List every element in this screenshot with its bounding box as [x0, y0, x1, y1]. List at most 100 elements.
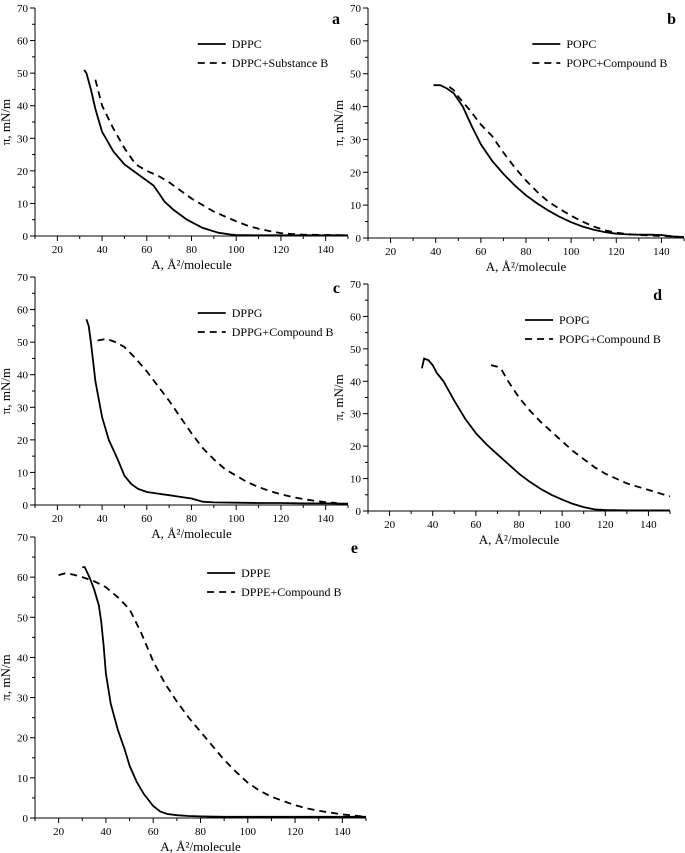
legend-label: DPPC — [232, 37, 262, 51]
y-tick-label: 40 — [17, 370, 29, 382]
series-line-1 — [421, 357, 670, 512]
x-tick-label: 40 — [97, 513, 109, 525]
panel-label: e — [351, 540, 358, 557]
x-tick-label: 20 — [53, 826, 65, 838]
y-axis-label: π, mN/m — [331, 100, 346, 146]
legend-label: DPPC+Substance B — [232, 56, 328, 70]
chart-panel-c: 20 40 60 80 100 120 140 0 10 20 30 40 50 60 70 A, Å²/mo… — [0, 272, 349, 541]
y-tick-label: 70 — [17, 272, 29, 284]
y-axis-label: π, mN/m — [0, 99, 13, 145]
y-tick-label: 60 — [17, 36, 29, 48]
x-axis-label: A, Å²/molecule — [160, 839, 241, 853]
x-tick-label: 100 — [228, 244, 245, 256]
x-tick-label: 20 — [52, 513, 64, 525]
y-tick-label: 10 — [350, 474, 362, 486]
x-tick-label: 80 — [186, 513, 198, 525]
panel-label: a — [332, 11, 340, 28]
x-tick-label: 140 — [317, 244, 334, 256]
chart-panel-b: 20 40 60 80 100 120 140 0 10 20 30 40 50 60 70 A, Å²/mo… — [331, 3, 685, 274]
x-tick-label: 60 — [141, 513, 153, 525]
series-line-2 — [490, 364, 671, 498]
x-axis-label: A, Å²/molecule — [479, 532, 560, 547]
x-tick-label: 100 — [554, 519, 571, 531]
legend-label: DPPG+Compound B — [232, 325, 334, 339]
y-tick-label: 10 — [17, 467, 29, 479]
x-tick-label: 40 — [97, 244, 109, 256]
y-tick-label: 10 — [350, 200, 362, 212]
chart-panel-d: 20 40 60 80 100 120 140 0 10 20 30 40 50 60 70 A, Å²/mo… — [331, 279, 671, 547]
legend-label: POPG+Compound B — [559, 332, 661, 346]
x-tick-label: 60 — [475, 246, 487, 258]
x-tick-label: 60 — [470, 519, 482, 531]
y-tick-label: 70 — [350, 279, 362, 291]
y-tick-label: 40 — [350, 376, 362, 388]
y-tick-label: 0 — [356, 506, 362, 518]
y-tick-label: 60 — [350, 36, 362, 48]
x-tick-label: 120 — [608, 246, 625, 258]
y-tick-label: 30 — [17, 133, 29, 145]
x-tick-label: 80 — [186, 244, 198, 256]
y-tick-label: 0 — [23, 231, 29, 243]
legend-label: POPC+Compound B — [566, 56, 667, 70]
x-axis-label: A, Å²/molecule — [151, 257, 232, 272]
y-tick-label: 40 — [17, 101, 29, 113]
x-axis-label: A, Å²/molecule — [151, 526, 232, 541]
series-line-1 — [82, 566, 366, 818]
legend-label: DPPE — [241, 566, 270, 580]
y-tick-label: 50 — [17, 337, 29, 349]
y-tick-label: 50 — [17, 68, 29, 80]
y-axis-label: π, mN/m — [0, 368, 13, 414]
series-line-2 — [97, 337, 337, 504]
chart-panel-e: 20 40 60 80 100 120 140 0 10 20 30 40 50 60 70 A, Å²/mo… — [0, 532, 367, 853]
y-tick-label: 0 — [356, 233, 362, 245]
y-tick-label: 30 — [17, 693, 29, 705]
y-tick-label: 70 — [350, 3, 362, 15]
y-tick-label: 60 — [350, 311, 362, 323]
series-line-2 — [448, 86, 685, 238]
panel-label: b — [667, 11, 676, 28]
x-tick-label: 60 — [148, 826, 160, 838]
y-tick-label: 50 — [17, 612, 29, 624]
panel-label: c — [333, 280, 340, 297]
y-tick-label: 70 — [17, 532, 29, 544]
x-tick-label: 120 — [597, 519, 614, 531]
series-line-1 — [83, 69, 348, 237]
y-tick-label: 0 — [23, 813, 29, 825]
y-tick-label: 50 — [350, 69, 362, 81]
x-tick-label: 20 — [385, 246, 397, 258]
y-axis-label: π, mN/m — [331, 374, 346, 420]
y-tick-label: 30 — [350, 409, 362, 421]
x-tick-label: 140 — [653, 246, 670, 258]
y-tick-label: 30 — [17, 402, 29, 414]
x-tick-label: 140 — [640, 519, 657, 531]
series-line-1 — [85, 319, 349, 505]
y-tick-label: 20 — [350, 441, 362, 453]
y-tick-label: 70 — [17, 3, 29, 15]
x-tick-label: 40 — [100, 826, 112, 838]
x-tick-label: 120 — [273, 513, 290, 525]
x-tick-label: 140 — [334, 826, 351, 838]
legend-label: DPPE+Compound B — [241, 585, 341, 599]
series-line-1 — [433, 84, 685, 239]
y-axis-label: π, mN/m — [0, 654, 13, 700]
legend-label: DPPG — [232, 306, 263, 320]
y-tick-label: 50 — [350, 344, 362, 356]
x-tick-label: 120 — [287, 826, 304, 838]
y-tick-label: 30 — [350, 134, 362, 146]
y-tick-label: 10 — [17, 773, 29, 785]
y-tick-label: 20 — [17, 435, 29, 447]
y-tick-label: 40 — [17, 652, 29, 664]
x-tick-label: 120 — [273, 244, 290, 256]
x-tick-label: 20 — [384, 519, 396, 531]
x-tick-label: 40 — [430, 246, 442, 258]
y-tick-label: 60 — [17, 305, 29, 317]
y-tick-label: 20 — [17, 166, 29, 178]
x-axis-label: A, Å²/molecule — [486, 259, 567, 274]
legend-label: POPG — [559, 313, 590, 327]
x-tick-label: 60 — [141, 244, 153, 256]
y-tick-label: 40 — [350, 102, 362, 114]
x-tick-label: 20 — [52, 244, 64, 256]
y-tick-label: 20 — [350, 167, 362, 179]
x-tick-label: 100 — [563, 246, 580, 258]
